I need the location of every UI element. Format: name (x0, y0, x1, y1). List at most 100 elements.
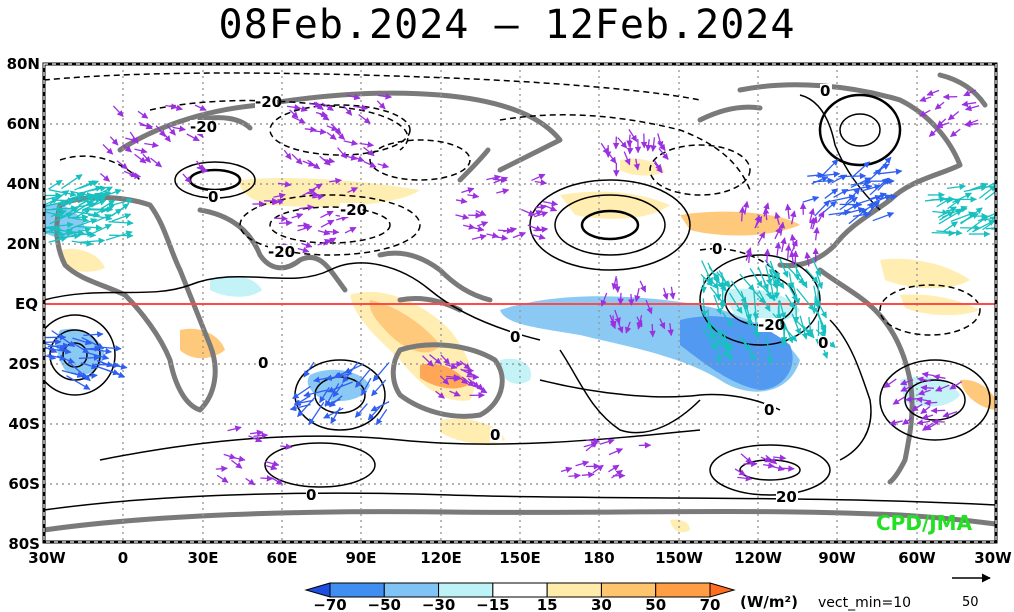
wind-vector-arrow (344, 226, 357, 234)
wind-vector-arrow (273, 192, 286, 200)
map-frame-ticks (43, 63, 997, 543)
wind-vector-arrow (911, 403, 923, 412)
wind-vector-arrow (47, 342, 70, 349)
wind-vector-arrow (586, 437, 601, 444)
lon-label: 90W (818, 549, 856, 567)
wind-vector-arrow (309, 101, 322, 108)
wind-vector-arrow (101, 188, 122, 198)
wind-vector-arrow (461, 367, 475, 374)
wind-vector-arrow (324, 398, 341, 407)
wind-vector-arrow (50, 209, 67, 218)
wind-vector-arrow (960, 212, 979, 224)
contour-label: 20 (776, 488, 797, 506)
wind-vector-arrow (917, 389, 931, 396)
wind-vector-arrow (982, 216, 996, 231)
wind-vector-arrow (628, 293, 635, 306)
wind-vector-arrow (807, 316, 814, 336)
wind-vector-arrow (829, 194, 856, 203)
wind-vector-arrow (791, 239, 798, 252)
wind-vector-arrow (813, 226, 820, 241)
wind-vector-arrow (739, 273, 755, 292)
wind-vector-arrow (780, 323, 788, 344)
wind-vector-arrow (440, 354, 451, 365)
wind-vector-arrow (125, 136, 139, 143)
wind-vector-arrow (84, 185, 103, 193)
wind-vector-arrow (985, 227, 996, 230)
colorbar-unit-label: (W/m²) (740, 593, 798, 611)
wind-vector-arrow (342, 104, 353, 116)
wind-vector-arrow (320, 219, 335, 228)
wind-vector-arrow (920, 406, 931, 415)
wind-vector-arrow (466, 373, 480, 381)
wind-vector-arrow (575, 460, 590, 467)
wind-vector-arrow (778, 300, 787, 320)
wind-vector-arrow (804, 251, 811, 267)
wind-vector-arrow (449, 390, 461, 397)
wind-vector-arrow (950, 211, 976, 223)
wind-vector-arrow (446, 373, 460, 381)
wind-vector-arrow (52, 205, 78, 212)
wind-vector-arrow (83, 331, 104, 338)
lon-label: 120W (734, 549, 782, 567)
colorbar-segment (329, 582, 385, 598)
wind-vector-arrow (330, 407, 341, 424)
wind-vector-arrow (155, 125, 166, 137)
wind-vector-arrow (942, 221, 958, 233)
wind-vector-arrow (248, 435, 263, 443)
wind-vector-arrow (775, 300, 783, 321)
wind-vector-arrow (889, 419, 903, 426)
wind-vector-arrow (737, 475, 753, 482)
wind-vector-arrow (56, 206, 79, 221)
wind-vector-arrow (531, 173, 546, 182)
wind-vector-arrow (367, 406, 381, 421)
wind-vector-arrow (172, 125, 186, 132)
lat-label: 60S (8, 475, 40, 493)
wind-vector-arrow (371, 379, 387, 397)
contour-label: 0 (818, 334, 828, 352)
wind-vector-arrow (44, 199, 67, 208)
wind-vector-arrow (752, 291, 760, 320)
wind-vector-arrow (779, 258, 789, 278)
wind-vector-arrow (611, 275, 618, 290)
lat-label: 60N (7, 115, 40, 133)
contour-label: -20 (255, 93, 282, 111)
lat-label: 40N (7, 175, 40, 193)
wind-vector-arrow (935, 384, 950, 392)
wind-vector-arrow (639, 280, 647, 293)
wind-vector-arrow (796, 288, 815, 311)
wind-vector-arrow (76, 196, 101, 212)
wind-vector-arrow (68, 213, 89, 221)
streamfunction-contours (44, 93, 996, 511)
wind-vector-arrow (377, 93, 392, 100)
contour-label: -20 (758, 316, 785, 334)
wind-vector-arrow (459, 360, 471, 370)
wind-vector-arrow (964, 104, 980, 112)
wind-vector-arrow (928, 127, 940, 137)
wind-vector-arrow (48, 179, 63, 190)
wind-vector-arrow (850, 177, 872, 189)
wind-vector-arrow (106, 208, 123, 220)
wind-vector-arrow (614, 309, 621, 325)
contour-label: 0 (258, 354, 268, 372)
wind-vector-arrow (370, 401, 390, 412)
wind-vector-arrow (636, 316, 643, 328)
map-content: -20 -20 0 -20 -20 0 0 0 0 0 0 -20 0 (44, 64, 996, 542)
wind-vector-arrow (138, 121, 153, 130)
wind-vector-arrow (444, 363, 458, 370)
lat-label: 20N (7, 235, 40, 253)
wind-vector-arrow (327, 381, 353, 393)
wind-vectors (44, 89, 996, 486)
wind-vector-arrow (701, 260, 713, 285)
reference-vector-value: 50 (962, 595, 979, 610)
wind-vector-arrow (486, 232, 499, 239)
wind-vector-arrow (363, 146, 375, 157)
wind-vector-arrow (738, 206, 746, 222)
wind-vector-arrow (358, 114, 371, 124)
colorbar-segment (383, 582, 440, 598)
wind-vector-arrow (600, 142, 610, 155)
wind-vector-arrow (865, 200, 880, 217)
wind-vector-arrow (811, 176, 829, 185)
wind-vector-arrow (963, 89, 977, 97)
wind-vector-arrow (745, 247, 752, 261)
